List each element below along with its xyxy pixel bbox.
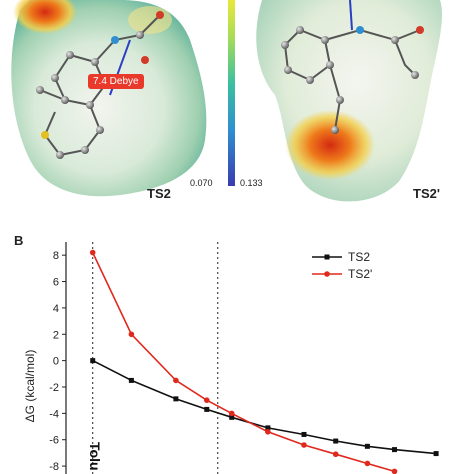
dipole-moment-label: 7.4 Debye xyxy=(88,74,144,89)
scale-min-label: 0.070 xyxy=(190,178,213,188)
data-point xyxy=(173,377,179,384)
energy-chart: 8 6 4 2 0 -2 -4 -6 -8 TS2 TS2' ΔG (kcal/mol) Tolu xyxy=(23,242,439,474)
data-point xyxy=(90,358,96,364)
chart-series xyxy=(89,249,439,474)
panel-b-letter: B xyxy=(14,233,24,248)
data-point xyxy=(128,377,134,383)
scale-max-label: 0.133 xyxy=(240,178,263,188)
data-point xyxy=(364,443,370,449)
data-point xyxy=(433,451,439,457)
y-tick-label: -6 xyxy=(49,435,59,447)
series-line xyxy=(92,359,437,455)
solvent-dividers xyxy=(92,242,219,474)
legend-swatch-marker xyxy=(324,271,330,277)
data-point xyxy=(204,406,210,412)
esp-color-scale xyxy=(228,0,235,186)
chart-axes: 8 6 4 2 0 -2 -4 -6 -8 xyxy=(49,242,67,474)
ts2-prime-label: TS2' xyxy=(413,186,440,201)
data-point xyxy=(301,442,307,448)
y-tick-label: 0 xyxy=(53,356,59,368)
y-tick-label: 4 xyxy=(53,303,59,315)
legend-swatch-marker xyxy=(324,254,330,260)
data-point xyxy=(203,397,210,403)
esp-illustration xyxy=(11,0,443,202)
ts2-prime-surface xyxy=(256,0,443,202)
data-point xyxy=(332,451,339,458)
y-tick-label: 6 xyxy=(53,277,59,289)
series-line xyxy=(91,252,395,473)
y-tick-label: -4 xyxy=(49,408,59,420)
data-point xyxy=(229,414,235,420)
data-point xyxy=(265,429,271,435)
data-point xyxy=(301,431,307,437)
legend-label: TS2 xyxy=(348,250,370,264)
data-point xyxy=(333,438,339,444)
legend-label: TS2' xyxy=(348,267,372,281)
y-tick-label: 8 xyxy=(53,250,59,262)
y-tick-label: -8 xyxy=(49,461,59,473)
data-point xyxy=(228,410,235,417)
y-tick-label: 2 xyxy=(53,329,59,341)
data-point xyxy=(128,331,135,338)
chart-legend: TS2 TS2' xyxy=(312,250,372,281)
solvent-label: Tolu xyxy=(87,442,103,471)
data-point xyxy=(173,396,179,402)
panel-a: 7.4 Debye TS2 TS2' 0.070 0.133 xyxy=(0,0,474,222)
data-point xyxy=(391,468,398,474)
ts2-surface xyxy=(11,0,207,197)
data-point xyxy=(392,447,398,453)
y-tick-label: -2 xyxy=(49,382,59,394)
data-point xyxy=(265,425,271,431)
ts2-label: TS2 xyxy=(147,186,171,201)
data-point xyxy=(89,249,96,256)
data-point xyxy=(364,460,371,467)
y-axis-label: ΔG (kcal/mol) xyxy=(23,350,37,423)
